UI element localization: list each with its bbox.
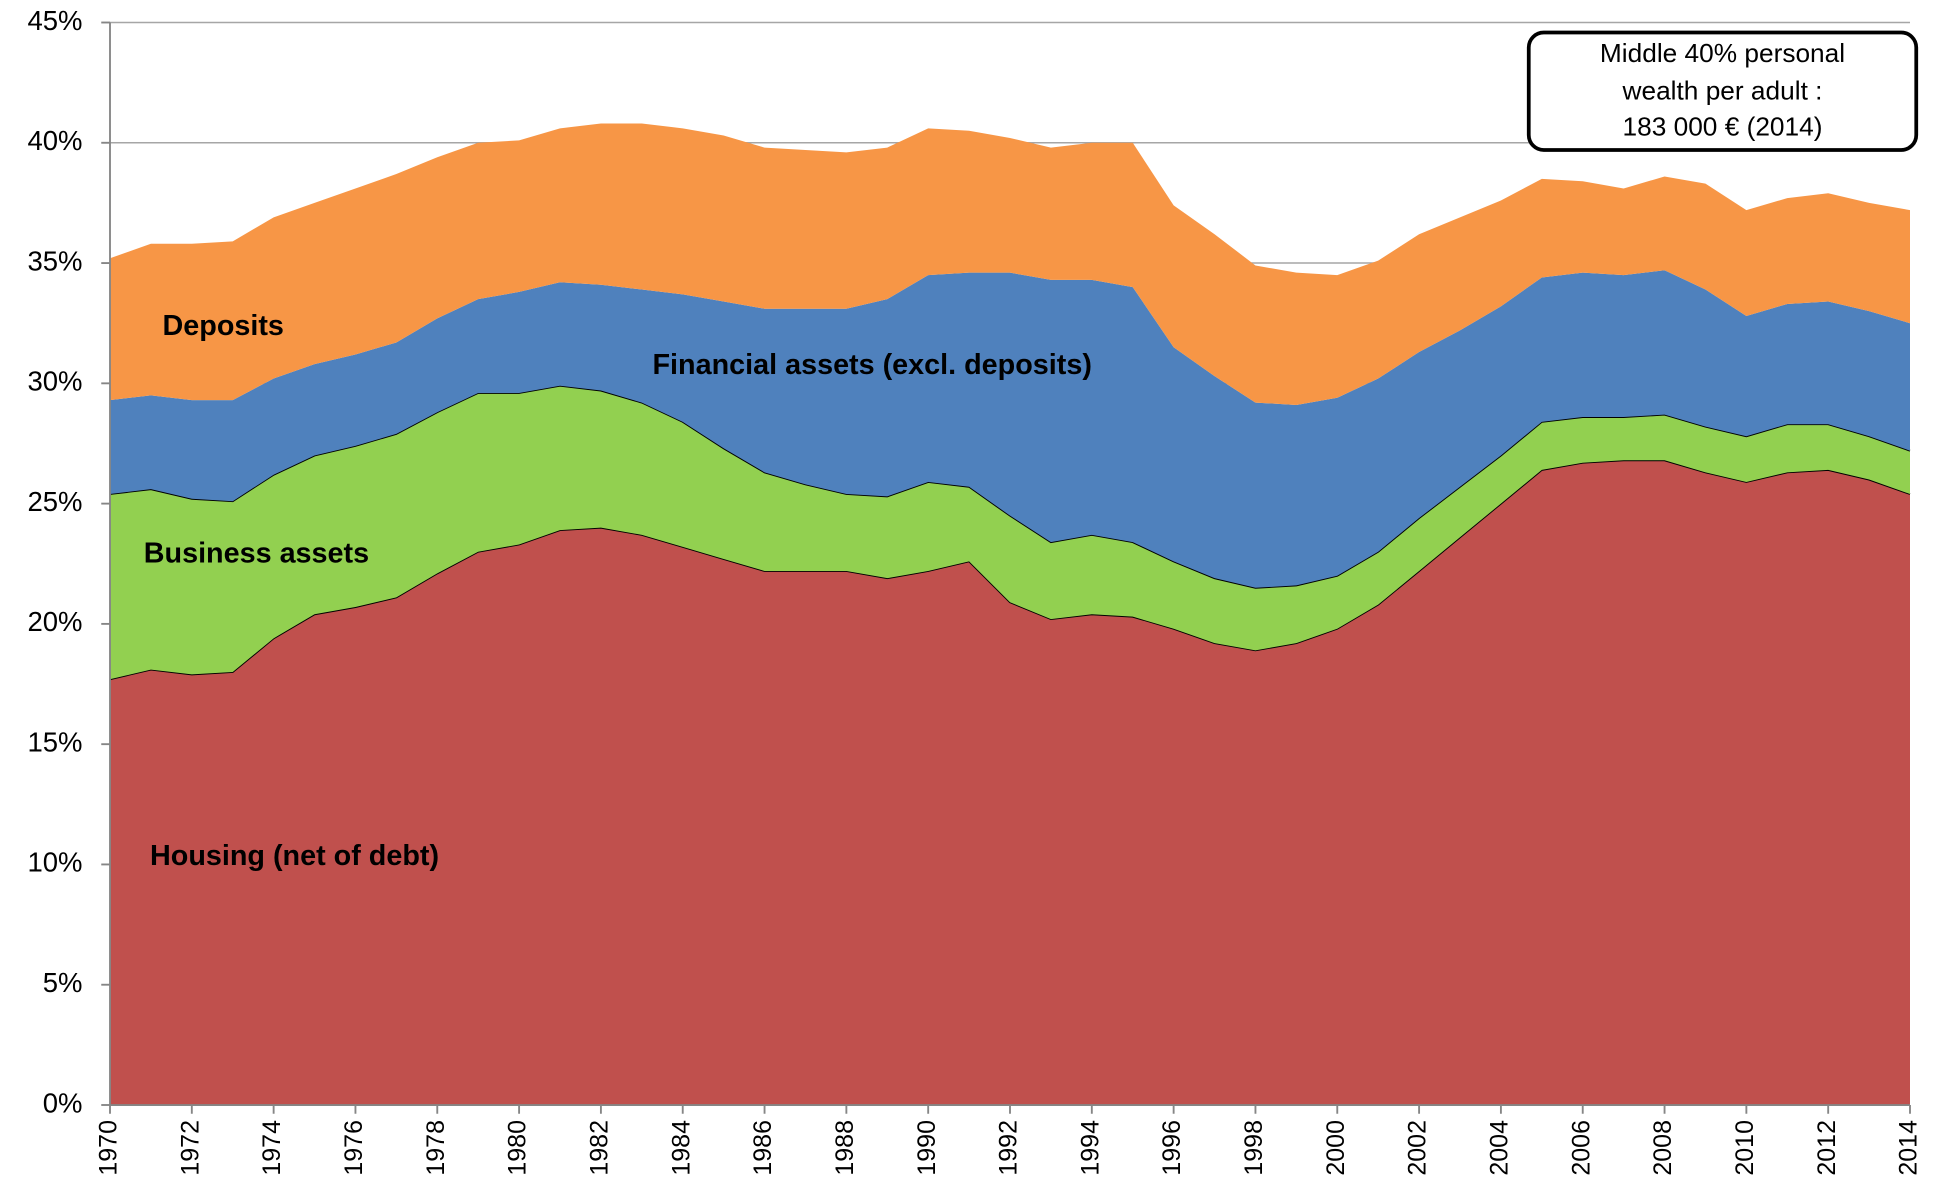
annotation-text: wealth per adult : [1622, 75, 1823, 105]
annotation-text: Middle 40% personal [1600, 38, 1845, 68]
x-tick-label: 2004 [1486, 1120, 1514, 1176]
x-tick-label: 1998 [1240, 1120, 1268, 1176]
y-tick-label: 30% [27, 366, 82, 397]
x-tick-label: 1986 [749, 1120, 777, 1176]
x-tick-label: 2002 [1404, 1120, 1432, 1176]
axes: 0% 5% 10% 15% 20% 25% 30% 35% 40% 45% 1970 1972 1974… [27, 5, 1922, 1176]
x-tick-label: 2000 [1322, 1120, 1350, 1176]
x-tick-label: 1982 [586, 1120, 614, 1176]
x-tick-label: 1996 [1158, 1120, 1186, 1176]
annotation-text: 183 000 € (2014) [1623, 112, 1823, 142]
area [110, 460, 1910, 1105]
x-tick-label: 1994 [1076, 1120, 1104, 1176]
x-tick-label: 1978 [422, 1120, 450, 1176]
y-tick-label: 10% [27, 847, 82, 878]
y-tick-label: 5% [43, 967, 83, 998]
x-tick-label: 1988 [831, 1120, 859, 1176]
x-tick-label: 1974 [258, 1120, 286, 1176]
x-tick-label: 1972 [176, 1120, 204, 1176]
y-tick-label: 25% [27, 486, 82, 517]
annotation-frame [1526, 30, 1919, 152]
x-tick-label: 1984 [667, 1120, 695, 1176]
series-label: Business assets [144, 538, 369, 570]
x-tick-label: 1970 [95, 1120, 123, 1176]
x-tick-label: 1990 [913, 1120, 941, 1176]
area [110, 385, 1910, 680]
x-tick-label: 1976 [340, 1120, 368, 1176]
areas: Housing (net of debt) Business assets Fina… [109, 123, 1911, 1105]
x-tick-label: 2014 [1895, 1120, 1923, 1176]
area [110, 123, 1910, 405]
y-tick-label: 35% [27, 245, 82, 276]
y-tick-label: 40% [27, 125, 82, 156]
x-tick-label: 2006 [1567, 1120, 1595, 1176]
area [110, 270, 1910, 588]
x-tick-label: 1992 [995, 1120, 1023, 1176]
x-tick-label: 1980 [504, 1120, 532, 1176]
series-label: Housing (net of debt) [150, 840, 439, 872]
annotation-box: Middle 40% personal wealth per adult : 1… [1526, 30, 1919, 152]
x-tick-label: 2010 [1731, 1120, 1759, 1176]
y-tick-label: 0% [43, 1087, 83, 1118]
y-tick-label: 20% [27, 606, 82, 637]
x-tick-label: 2012 [1813, 1120, 1841, 1176]
series-label: Deposits [163, 310, 284, 342]
series-label: Financial assets (excl. deposits) [653, 349, 1092, 381]
y-tick-label: 45% [27, 5, 82, 36]
y-tick-label: 15% [27, 726, 82, 757]
x-tick-label: 2008 [1649, 1120, 1677, 1176]
